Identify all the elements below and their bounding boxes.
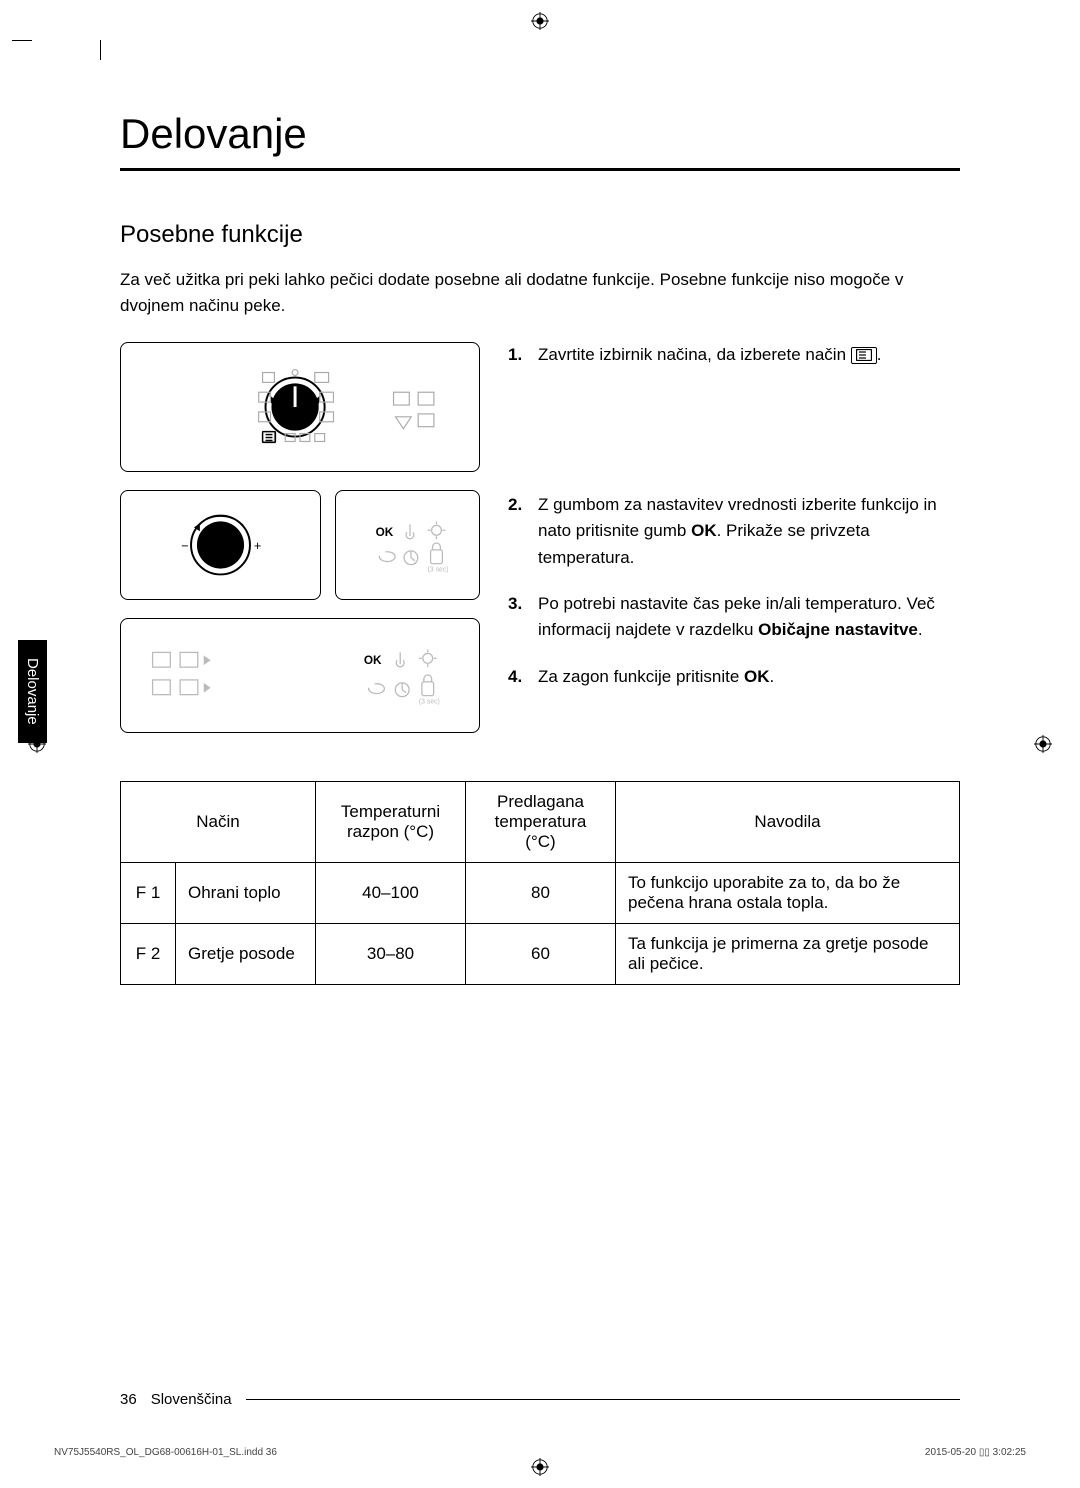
step-4-text-a: Za zagon funkcije pritisnite <box>538 667 744 686</box>
diagram-ok-panel-small: OK (3 sec) <box>335 490 480 600</box>
cell-f2-desc: Ta funkcija je primerna za gretje posode… <box>616 924 960 985</box>
crop-corner-tl-2 <box>12 40 32 41</box>
footer-rule <box>246 1399 960 1400</box>
intro-paragraph: Za več užitka pri peki lahko pečici doda… <box>120 267 960 318</box>
page-number: 36 <box>120 1391 137 1408</box>
col-suggested: Predlagana temperatura (°C) <box>466 782 616 863</box>
sidebar-section-tab: Delovanje <box>18 640 47 743</box>
steps-2-3-4-group: 2. Z gumbom za nastavitev vrednosti izbe… <box>508 492 960 690</box>
step-3-text-b: . <box>918 620 923 639</box>
crop-mark-bottom-icon <box>531 1458 549 1476</box>
svg-text:+: + <box>254 538 261 553</box>
step-1-body: Zavrtite izbirnik načina, da izberete na… <box>538 342 960 472</box>
section-subtitle: Posebne funkcije <box>120 221 960 249</box>
diagram-row-2: − + OK (3 sec) <box>120 490 480 600</box>
page-footer: 36 Slovenščina <box>120 1391 960 1408</box>
svg-text:(3 sec): (3 sec) <box>428 567 449 574</box>
step-4-ok: OK <box>744 667 770 686</box>
step-1-text: Zavrtite izbirnik načina, da izberete na… <box>538 345 851 364</box>
table-row: F 2 Gretje posode 30–80 60 Ta funkcija j… <box>121 924 960 985</box>
page-title: Delovanje <box>120 110 960 171</box>
cell-f2-name: Gretje posode <box>176 924 316 985</box>
table-header-row: Način Temperaturni razpon (°C) Predlagan… <box>121 782 960 863</box>
functions-table: Način Temperaturni razpon (°C) Predlagan… <box>120 781 960 985</box>
steps-text-column: 1. Zavrtite izbirnik načina, da izberete… <box>508 342 960 751</box>
step-2-body: Z gumbom za nastavitev vrednosti izberit… <box>538 492 960 571</box>
diagram-column: − + OK (3 sec) <box>120 342 480 751</box>
diagram-display-panel: OK (3 sec) <box>120 618 480 733</box>
diagram-value-knob: − + <box>120 490 321 600</box>
svg-text:OK: OK <box>376 526 394 539</box>
step-3-link: Običajne nastavitve <box>758 620 918 639</box>
crop-mark-top-icon <box>531 12 549 30</box>
col-instructions: Navodila <box>616 782 960 863</box>
step-4-text-b: . <box>770 667 775 686</box>
print-job-filename: NV75J5540RS_OL_DG68-00616H-01_SL.indd 36 <box>54 1447 277 1458</box>
cell-f2-sugg: 60 <box>466 924 616 985</box>
crop-mark-right-icon <box>1034 735 1052 753</box>
cell-f1-range: 40–100 <box>316 863 466 924</box>
cell-f1-desc: To funkcijo uporabite za to, da bo že pe… <box>616 863 960 924</box>
crop-corner-tl <box>100 40 101 60</box>
col-mode: Način <box>121 782 316 863</box>
cell-f1-code: F 1 <box>121 863 176 924</box>
step-2: 2. Z gumbom za nastavitev vrednosti izbe… <box>508 492 960 571</box>
svg-text:(3 sec): (3 sec) <box>419 699 440 706</box>
step-4-number: 4. <box>508 664 528 690</box>
cell-f2-range: 30–80 <box>316 924 466 985</box>
step-3-number: 3. <box>508 591 528 644</box>
print-job-timestamp: 2015-05-20 ▯▯ 3:02:25 <box>925 1447 1026 1458</box>
step-2-number: 2. <box>508 492 528 571</box>
step-1-number: 1. <box>508 342 528 472</box>
step-3-body: Po potrebi nastavite čas peke in/ali tem… <box>538 591 960 644</box>
step-4: 4. Za zagon funkcije pritisnite OK. <box>508 664 960 690</box>
svg-text:OK: OK <box>364 654 382 667</box>
page-language: Slovenščina <box>151 1391 232 1408</box>
cell-f2-code: F 2 <box>121 924 176 985</box>
step-1: 1. Zavrtite izbirnik načina, da izberete… <box>508 342 960 472</box>
diagram-mode-selector <box>120 342 480 472</box>
cell-f1-sugg: 80 <box>466 863 616 924</box>
menu-mode-icon <box>851 347 877 364</box>
table-row: F 1 Ohrani toplo 40–100 80 To funkcijo u… <box>121 863 960 924</box>
svg-text:−: − <box>181 538 188 553</box>
col-range: Temperaturni razpon (°C) <box>316 782 466 863</box>
cell-f1-name: Ohrani toplo <box>176 863 316 924</box>
step-4-body: Za zagon funkcije pritisnite OK. <box>538 664 960 690</box>
step-2-ok: OK <box>691 521 717 540</box>
step-1-after: . <box>877 345 882 364</box>
step-3: 3. Po potrebi nastavite čas peke in/ali … <box>508 591 960 644</box>
